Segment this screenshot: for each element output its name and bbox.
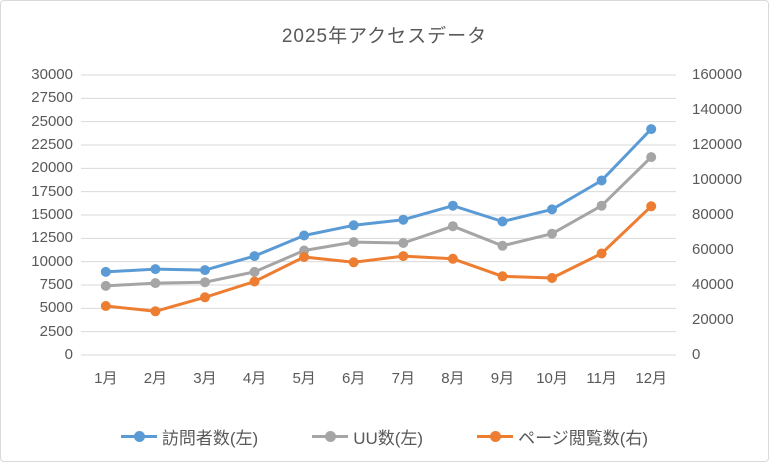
data-point-marker xyxy=(348,237,359,248)
x-axis-label: 11月 xyxy=(586,370,617,387)
left-axis-tick-label: 15000 xyxy=(31,206,73,223)
x-axis-label: 2月 xyxy=(143,370,168,387)
data-point-marker xyxy=(249,276,260,287)
data-point-marker xyxy=(100,266,111,277)
data-point-marker xyxy=(200,292,210,303)
right-axis-tick-label: 100000 xyxy=(692,171,743,188)
legend-item-3: ページ閲覧数(右) xyxy=(477,424,648,449)
legend-item-1: 訪問者数(左) xyxy=(120,424,259,449)
data-point-marker xyxy=(150,264,161,275)
data-point-marker xyxy=(596,200,607,211)
data-point-marker xyxy=(596,175,607,186)
data-point-marker xyxy=(150,306,161,317)
data-point-marker xyxy=(200,265,210,276)
legend-label: ページ閲覧数(右) xyxy=(518,429,649,448)
series-line-3 xyxy=(105,205,653,313)
data-point-marker xyxy=(497,271,508,282)
series-line-1 xyxy=(105,128,653,274)
right-axis-tick-label: 80000 xyxy=(692,206,734,223)
right-axis-tick-label: 120000 xyxy=(692,136,743,153)
data-point-marker xyxy=(547,273,557,283)
data-point-marker xyxy=(596,248,607,259)
right-axis-tick-label: 140000 xyxy=(692,101,743,118)
data-point-marker xyxy=(299,252,310,262)
right-axis-tick-label: 0 xyxy=(692,346,701,363)
data-point-marker xyxy=(249,251,260,262)
data-point-marker xyxy=(646,152,657,163)
left-axis-tick-label: 17500 xyxy=(31,182,73,200)
legend-item-2: UU数(左) xyxy=(312,424,423,449)
x-axis-label: 7月 xyxy=(391,370,415,387)
legend-label: 訪問者数(左) xyxy=(161,429,259,448)
series-line-2 xyxy=(105,156,653,288)
right-axis-tick-label: 60000 xyxy=(692,241,734,258)
legend-line-marker-icon xyxy=(477,431,514,442)
left-axis-tick-label: 7500 xyxy=(39,276,73,293)
left-axis-tick-label: 25000 xyxy=(31,112,73,130)
legend-line-marker-icon xyxy=(120,431,157,442)
left-axis-tick-label: 0 xyxy=(64,346,73,363)
data-point-marker xyxy=(100,301,111,311)
chart-title: 2025年アクセスデータ xyxy=(281,26,488,47)
x-axis-label: 1月 xyxy=(94,370,118,387)
data-point-marker xyxy=(547,228,557,239)
left-axis-tick-label: 10000 xyxy=(31,252,73,270)
legend-line-marker-icon xyxy=(312,431,349,442)
data-point-marker xyxy=(398,251,409,262)
left-axis-tick-label: 22500 xyxy=(31,136,73,153)
data-point-marker xyxy=(497,240,508,251)
data-point-marker xyxy=(547,204,557,215)
x-axis-label: 8月 xyxy=(441,370,465,387)
data-point-marker xyxy=(646,201,657,212)
data-point-marker xyxy=(348,257,359,268)
left-axis-tick-label: 2500 xyxy=(39,322,73,340)
x-axis-label: 6月 xyxy=(342,370,366,387)
data-point-marker xyxy=(150,278,161,289)
x-axis-label: 5月 xyxy=(292,370,316,387)
data-point-marker xyxy=(646,124,657,135)
data-point-marker xyxy=(100,280,111,291)
right-axis-tick-label: 20000 xyxy=(692,311,734,328)
legend: 訪問者数(左) UU数(左) ページ閲覧数(右) xyxy=(1,424,768,449)
x-axis-label: 12月 xyxy=(635,370,668,387)
x-axis-label: 3月 xyxy=(193,370,217,387)
data-point-marker xyxy=(249,266,260,277)
data-point-marker xyxy=(497,216,508,227)
right-axis-tick-label: 40000 xyxy=(692,276,734,293)
data-point-marker xyxy=(447,200,458,211)
x-axis-label: 10月 xyxy=(536,370,568,387)
legend-label: UU数(左) xyxy=(353,429,424,448)
right-axis-tick-label: 160000 xyxy=(692,66,743,83)
left-axis-tick-label: 5000 xyxy=(39,299,73,317)
x-axis-label: 9月 xyxy=(490,370,515,387)
left-axis-tick-label: 12500 xyxy=(31,229,73,247)
left-axis-tick-label: 27500 xyxy=(31,89,73,107)
x-axis-label: 4月 xyxy=(242,370,267,387)
data-point-marker xyxy=(299,230,310,241)
data-point-marker xyxy=(398,214,409,225)
left-axis-tick-label: 30000 xyxy=(31,66,73,83)
data-point-marker xyxy=(398,238,409,248)
data-point-marker xyxy=(447,221,458,232)
data-point-marker xyxy=(348,220,359,231)
data-point-marker xyxy=(447,253,458,264)
data-point-marker xyxy=(200,277,210,288)
left-axis-tick-label: 20000 xyxy=(31,159,73,177)
